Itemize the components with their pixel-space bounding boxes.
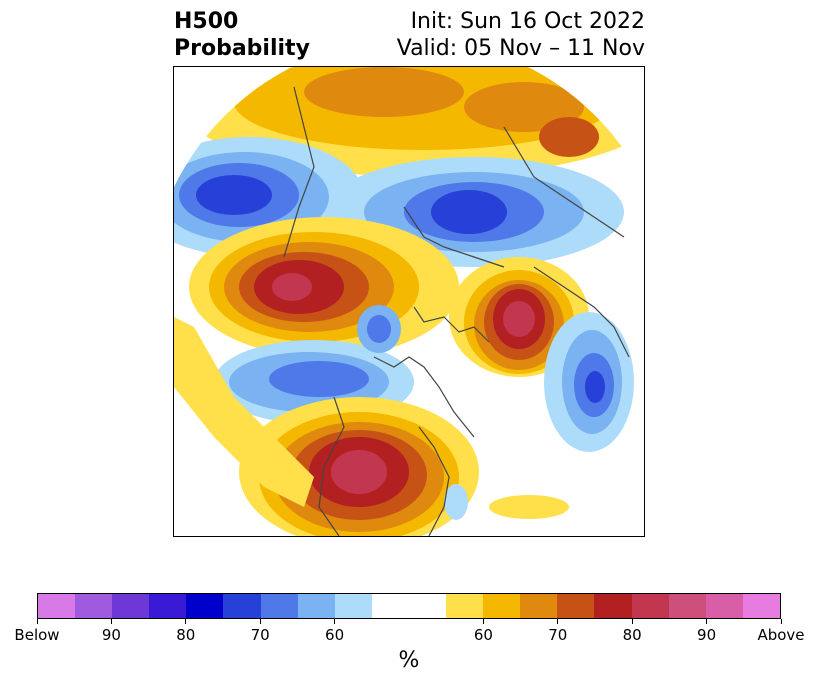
colorbar-tick-label: 60 [473, 626, 493, 644]
colorbar-tick-mark [334, 619, 336, 624]
colorbar-tick-mark [482, 619, 484, 624]
title-type: Probability [174, 36, 310, 61]
valid-range: Valid: 05 Nov – 11 Nov [396, 36, 645, 61]
colorbar-tick-label: 70 [250, 626, 270, 644]
anomaly-small-ridge [489, 495, 569, 519]
colorbar-cell [705, 594, 743, 618]
colorbar-tick-label: 90 [697, 626, 717, 644]
colorbar-cell [557, 594, 595, 618]
colorbar-tick-mark [36, 619, 38, 624]
colorbar-tick-mark [706, 619, 708, 624]
colorbar-tick-label: 80 [622, 626, 642, 644]
chart-title-right: Init: Sun 16 Oct 2022 Valid: 05 Nov – 11… [397, 8, 645, 62]
colorbar-tick-mark [110, 619, 112, 624]
colorbar-cell [186, 594, 224, 618]
colorbar-cell [483, 594, 521, 618]
colorbar-tick-mark [631, 619, 633, 624]
colorbar-tick-mark [780, 619, 782, 624]
colorbar-tick-mark [185, 619, 187, 624]
colorbar-tick-label: Above [757, 626, 805, 644]
map-svg [174, 67, 644, 536]
chart-title-left: H500 Probability [174, 8, 310, 62]
colorbar-cell [260, 594, 298, 618]
colorbar-tick-label: 80 [176, 626, 196, 644]
colorbar-cell [223, 594, 261, 618]
colorbar-tick-label: 70 [548, 626, 568, 644]
colorbar-tick-mark [557, 619, 559, 624]
colorbar-tick-label: Below [14, 626, 60, 644]
init-date: Init: Sun 16 Oct 2022 [410, 9, 645, 34]
colorbar-cell [594, 594, 632, 618]
colorbar-tick-label: 60 [325, 626, 345, 644]
colorbar-cell [75, 594, 113, 618]
colorbar [37, 593, 781, 619]
coastlines [283, 86, 630, 536]
colorbar-tick-label: 90 [101, 626, 121, 644]
title-variable: H500 [174, 9, 239, 34]
colorbar-cell [742, 594, 780, 618]
anomaly-north-america-ridge [239, 397, 479, 536]
colorbar-cell [520, 594, 558, 618]
anomaly-north-atlantic-trough [544, 312, 634, 452]
colorbar-cell [408, 594, 447, 618]
colorbar-cell [371, 594, 409, 618]
anomaly-arctic-canada-trough [357, 305, 401, 353]
colorbar-cell [297, 594, 335, 618]
colorbar-cell [149, 594, 187, 618]
colorbar-cell [446, 594, 484, 618]
colorbar-cell [112, 594, 150, 618]
anomaly-small-trough [444, 484, 468, 520]
colorbar-unit: % [398, 648, 420, 673]
anomaly-left-ridge [189, 217, 459, 357]
colorbar-cell [631, 594, 669, 618]
polar-map [173, 66, 645, 537]
anomaly-fields [174, 67, 644, 536]
colorbar-tick-mark [259, 619, 261, 624]
anomaly-left-coastal [174, 317, 314, 507]
colorbar-cell [668, 594, 706, 618]
colorbar-cell [38, 594, 76, 618]
colorbar-cell [334, 594, 372, 618]
